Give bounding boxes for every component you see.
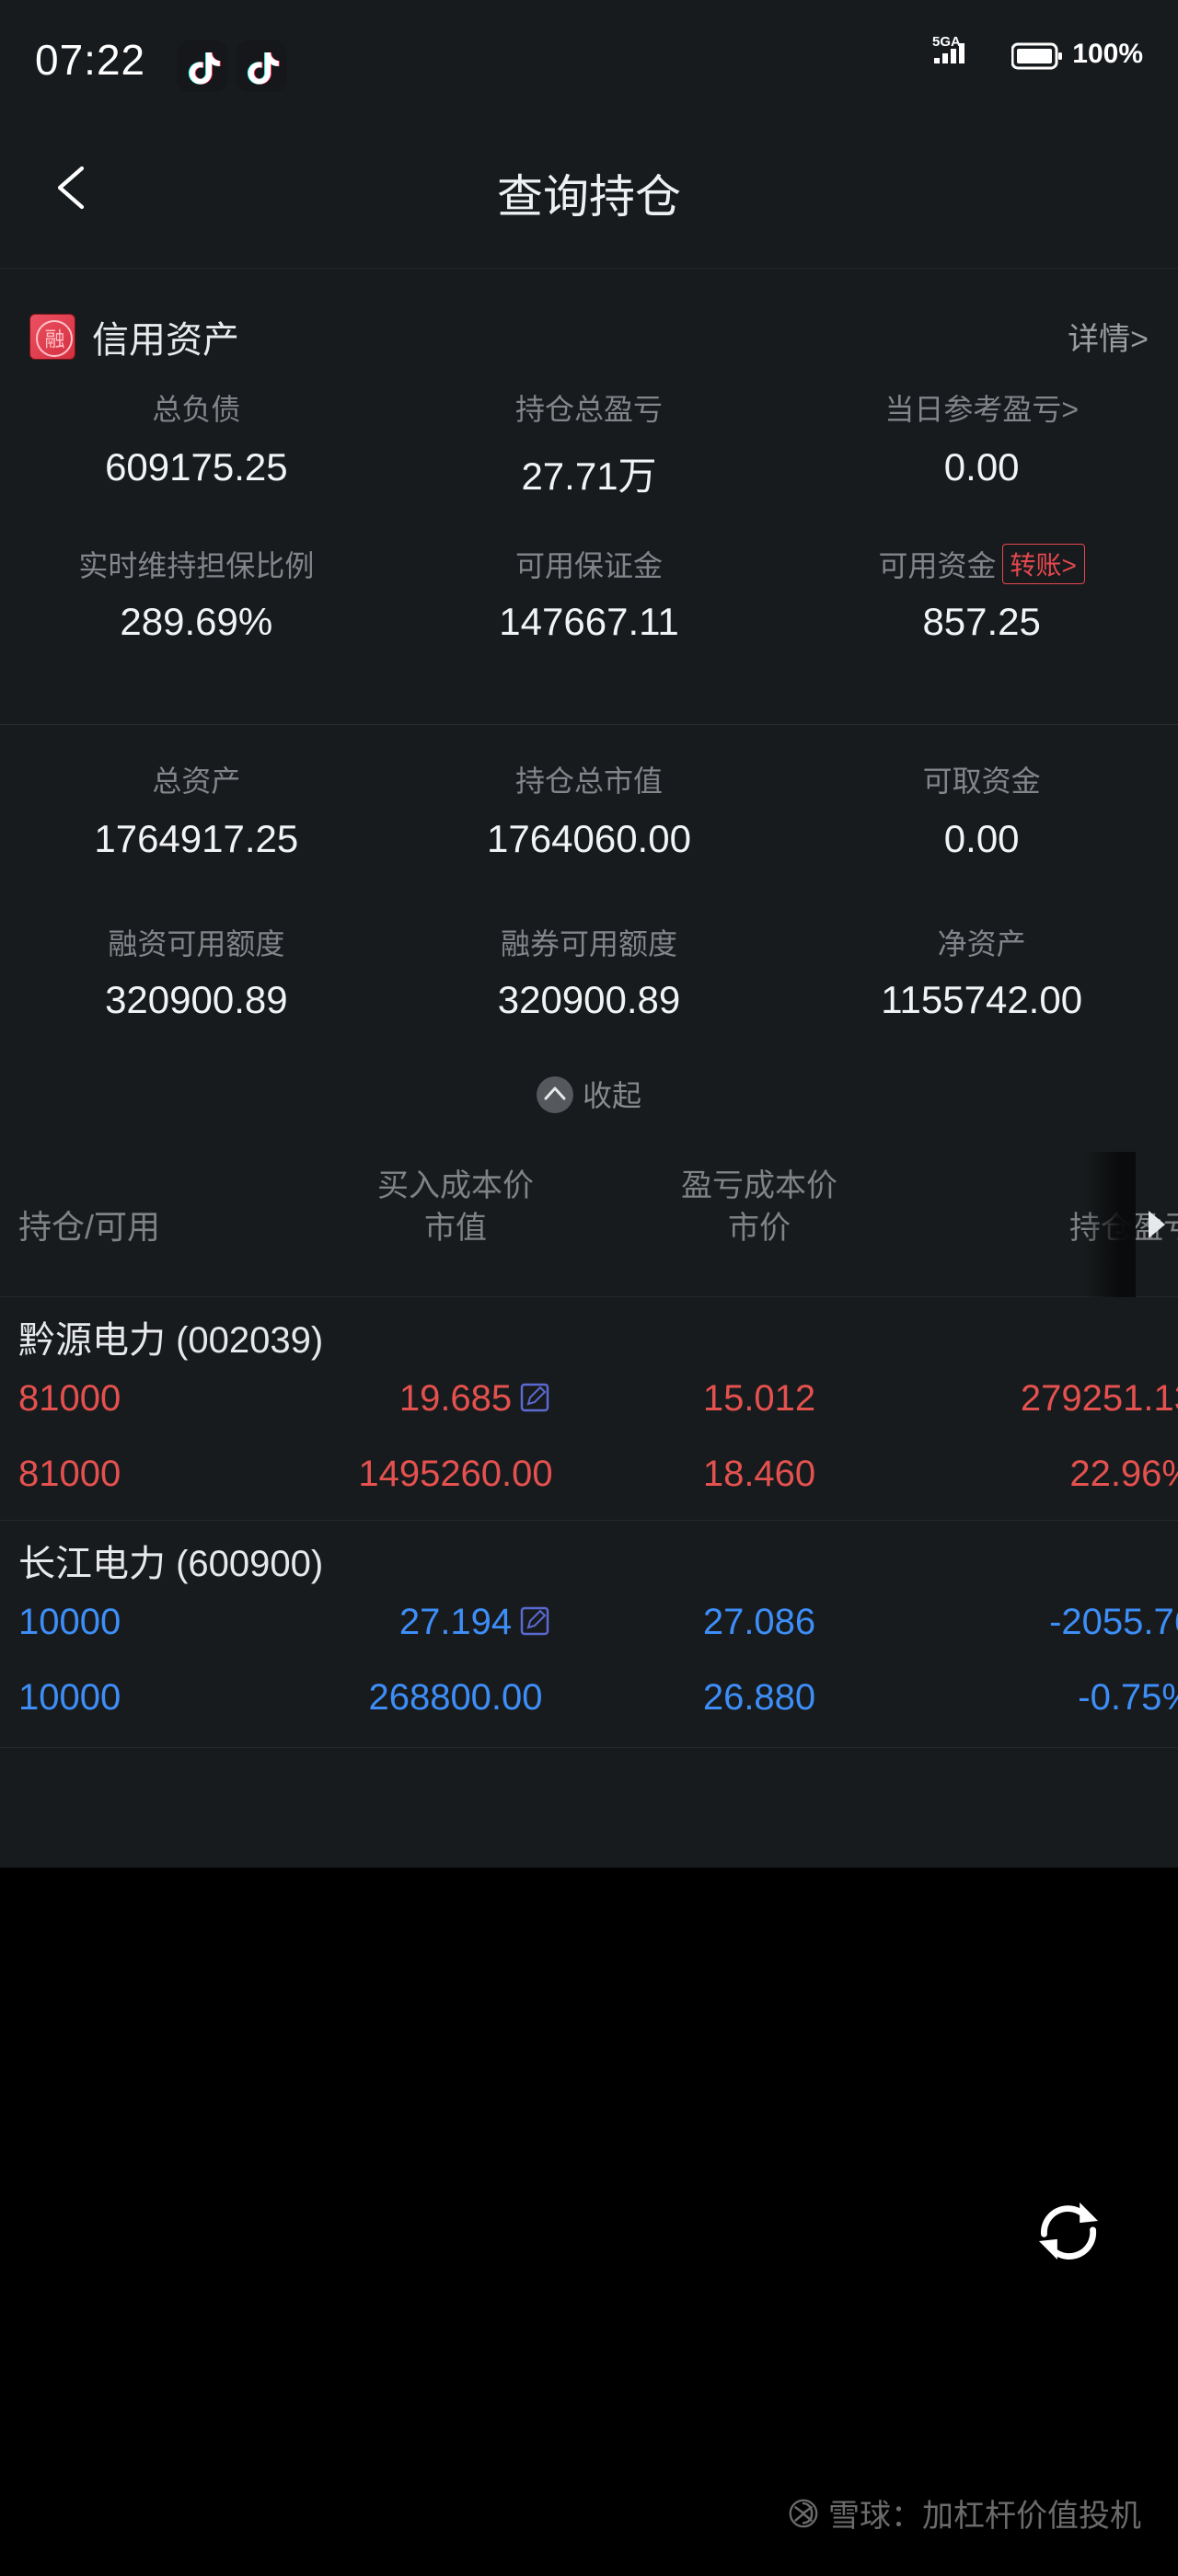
svg-text:5GA: 5GA	[932, 34, 961, 50]
svg-text:融: 融	[44, 328, 64, 351]
